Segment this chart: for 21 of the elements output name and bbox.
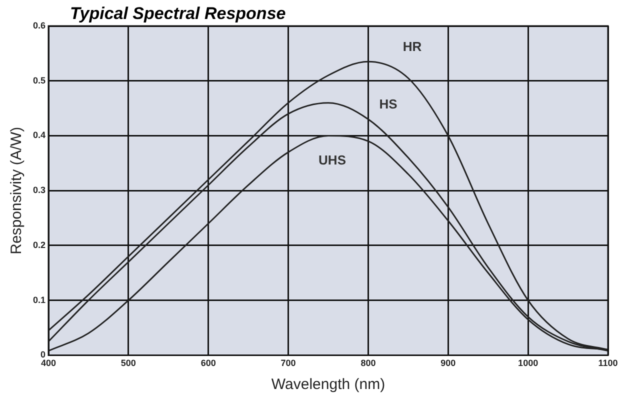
y-tick-label: 0 [40, 350, 46, 360]
series-label: HS [379, 96, 398, 112]
x-tick-label: 900 [440, 358, 456, 368]
x-tick-label: 1100 [598, 358, 618, 368]
series-label: UHS [318, 152, 346, 168]
x-axis-title: Wavelength (nm) [271, 376, 386, 394]
x-tick-label: 800 [360, 358, 376, 368]
x-tick-label: 600 [200, 358, 216, 368]
x-tick-label: 500 [120, 358, 136, 368]
y-tick-label: 0.2 [32, 240, 46, 250]
y-tick-label: 0.4 [32, 130, 46, 140]
y-tick-label: 0.5 [32, 75, 46, 86]
x-tick-label: 1000 [518, 358, 538, 368]
y-tick-label: 0.6 [32, 20, 46, 30]
y-tick-label: 0.1 [32, 294, 46, 305]
x-tick-label: 700 [280, 358, 296, 368]
y-tick-label: 0.3 [32, 185, 46, 196]
series-label: HR [402, 39, 422, 54]
chart-title: Typical Spectral Response [70, 4, 286, 24]
y-axis-title: Responsivity (A/W) [8, 126, 26, 254]
x-tick-label: 400 [40, 358, 56, 368]
